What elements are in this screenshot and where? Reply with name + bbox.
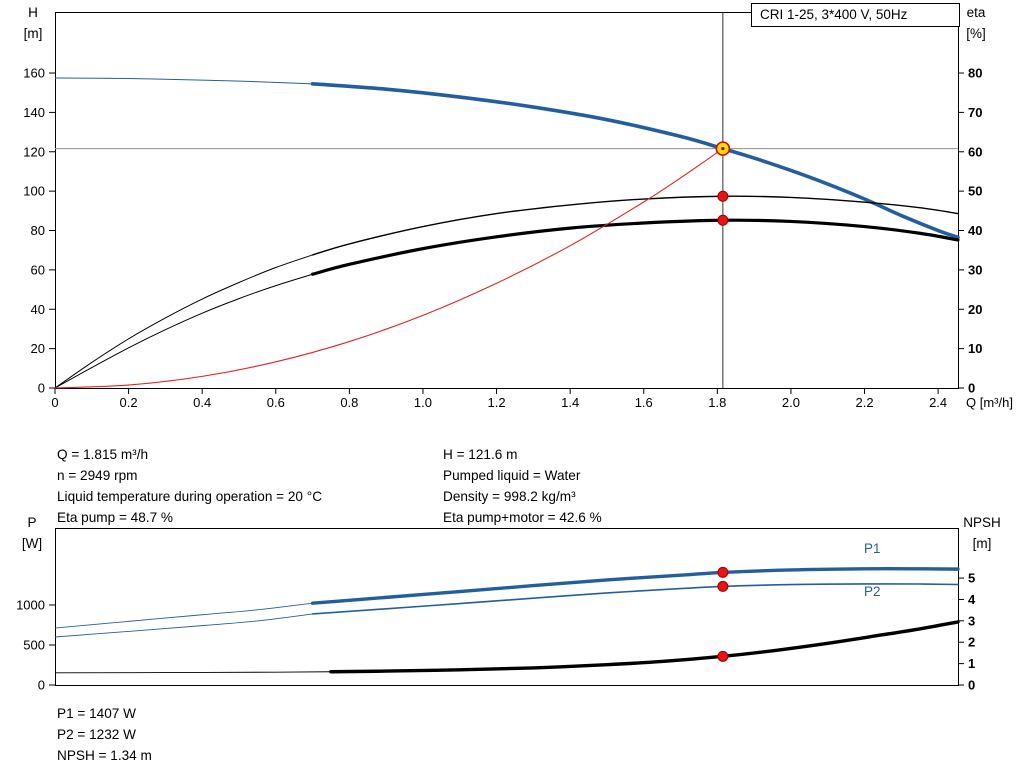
y-right-tick-label: 2 bbox=[968, 635, 975, 650]
x-tick-label: 0 bbox=[51, 395, 58, 410]
y-right-tick-label: 30 bbox=[968, 262, 982, 277]
pump-title-box: CRI 1-25, 3*400 V, 50Hz bbox=[751, 3, 960, 27]
y-left-tick-label: 60 bbox=[31, 262, 45, 277]
plot-frame bbox=[55, 528, 959, 686]
y-right-axis-label: NPSH bbox=[963, 515, 1001, 530]
plot-frame bbox=[55, 12, 959, 389]
p2-curve-label: P2 bbox=[864, 584, 881, 599]
y-right-tick-label: 4 bbox=[968, 592, 976, 607]
curve-eta-pump-curve bbox=[311, 195, 959, 256]
power-npsh-chart: 0 500 1000 0 1 2 3 4 5 P [W] NPSH [m] bbox=[16, 515, 1001, 693]
x-tick-label: 0.8 bbox=[340, 395, 358, 410]
duty-dot bbox=[717, 190, 729, 202]
readout-head: H = 121.6 m bbox=[443, 447, 518, 462]
readout-pumped-liquid: Pumped liquid = Water bbox=[443, 468, 581, 483]
y-left-axis-label: P bbox=[27, 515, 36, 530]
curve-head-curve-thin bbox=[54, 77, 313, 85]
y-left-axis-label: H bbox=[28, 5, 38, 20]
x-tick-label: 0.2 bbox=[120, 395, 138, 410]
y-left-axis-label: [m] bbox=[24, 26, 43, 41]
curve-p2-curve bbox=[311, 583, 959, 615]
y-left-tick-label: 0 bbox=[38, 381, 45, 396]
y-right-tick-label: 0 bbox=[968, 381, 975, 396]
readout-right-column: H = 121.6 m Pumped liquid = Water Densit… bbox=[443, 444, 602, 528]
pump-title: CRI 1-25, 3*400 V, 50Hz bbox=[760, 7, 908, 22]
p1-curve-label: P1 bbox=[864, 541, 881, 556]
duty-point-center bbox=[721, 147, 725, 151]
qh-eta-chart: 0 0.2 0.4 0.6 0.8 1.0 1.2 1.4 1.6 1.8 2.0 2.2 2.4 Q [… bbox=[23, 5, 1013, 410]
readout-eta-pump: Eta pump = 48.7 % bbox=[57, 510, 173, 525]
curve-head-curve bbox=[310, 82, 960, 240]
readout-left-column: Q = 1.815 m³/h n = 2949 rpm Liquid tempe… bbox=[57, 444, 322, 528]
y-left-tick-label: 20 bbox=[31, 341, 45, 356]
y-right-tick-label: 70 bbox=[968, 105, 982, 120]
duty-dot bbox=[717, 566, 729, 578]
y-left-tick-label: 500 bbox=[23, 637, 45, 652]
readout-density: Density = 998.2 kg/m³ bbox=[443, 489, 576, 504]
y-left-tick-label: 160 bbox=[23, 66, 45, 81]
x-tick-label: 1.4 bbox=[561, 395, 579, 410]
y-right-axis-label: eta bbox=[967, 5, 986, 20]
curve-npsh-curve bbox=[329, 620, 960, 674]
curve-eta-pump-motor-curve bbox=[310, 218, 960, 276]
curve-npsh-curve-thin bbox=[54, 671, 331, 674]
y-left-tick-label: 120 bbox=[23, 144, 45, 159]
footer-readout: P1 = 1407 W P2 = 1232 W NPSH = 1.34 m bbox=[57, 703, 152, 766]
curve-p1-curve bbox=[310, 567, 960, 605]
y-right-tick-label: 5 bbox=[968, 571, 975, 586]
readout-eta-pump-motor: Eta pump+motor = 42.6 % bbox=[443, 510, 602, 525]
x-tick-label: 2.0 bbox=[782, 395, 800, 410]
y-right-tick-label: 40 bbox=[968, 223, 982, 238]
y-right-axis-label: [m] bbox=[973, 536, 992, 551]
readout-npsh: NPSH = 1.34 m bbox=[57, 748, 152, 763]
x-axis-label: Q [m³/h] bbox=[966, 395, 1013, 410]
y-right-tick-label: 50 bbox=[968, 184, 982, 199]
y-right-tick-label: 10 bbox=[968, 341, 982, 356]
x-tick-label: 0.4 bbox=[193, 395, 211, 410]
curve-p2-curve-thin bbox=[54, 613, 313, 638]
y-right-tick-label: 60 bbox=[968, 144, 982, 159]
curve-p1-curve-thin bbox=[54, 602, 313, 629]
readout-flow: Q = 1.815 m³/h bbox=[57, 447, 149, 462]
x-tick-label: 2.2 bbox=[856, 395, 874, 410]
readout-liquid-temperature: Liquid temperature during operation = 20… bbox=[57, 489, 323, 504]
duty-dot bbox=[717, 580, 729, 592]
y-left-tick-label: 100 bbox=[23, 184, 45, 199]
x-tick-label: 0.6 bbox=[267, 395, 285, 410]
y-right-tick-label: 1 bbox=[968, 656, 975, 671]
y-left-axis-label: [W] bbox=[22, 536, 42, 551]
duty-dot bbox=[717, 214, 729, 226]
y-left-tick-label: 140 bbox=[23, 105, 45, 120]
y-right-tick-label: 0 bbox=[968, 678, 975, 693]
readout-speed: n = 2949 rpm bbox=[57, 468, 138, 483]
y-left-tick-label: 1000 bbox=[16, 597, 45, 612]
curve-system-curve bbox=[54, 148, 724, 389]
y-right-tick-label: 80 bbox=[968, 66, 982, 81]
readout-p1: P1 = 1407 W bbox=[57, 706, 136, 721]
y-right-tick-label: 3 bbox=[968, 613, 975, 628]
y-left-tick-label: 80 bbox=[31, 223, 45, 238]
x-tick-label: 1.0 bbox=[414, 395, 432, 410]
curve-eta-pump-curve-thin bbox=[54, 254, 313, 389]
y-left-tick-label: 0 bbox=[38, 678, 45, 693]
x-tick-label: 2.4 bbox=[929, 395, 947, 410]
x-tick-label: 1.2 bbox=[488, 395, 506, 410]
y-left-tick-label: 40 bbox=[31, 302, 45, 317]
curve-eta-pump-motor-curve-thin bbox=[54, 273, 313, 389]
duty-dot bbox=[717, 650, 729, 662]
x-tick-label: 1.6 bbox=[635, 395, 653, 410]
readout-p2: P2 = 1232 W bbox=[57, 727, 136, 742]
y-right-axis-label: [%] bbox=[966, 26, 986, 41]
x-tick-label: 1.8 bbox=[708, 395, 726, 410]
y-right-tick-label: 20 bbox=[968, 302, 982, 317]
